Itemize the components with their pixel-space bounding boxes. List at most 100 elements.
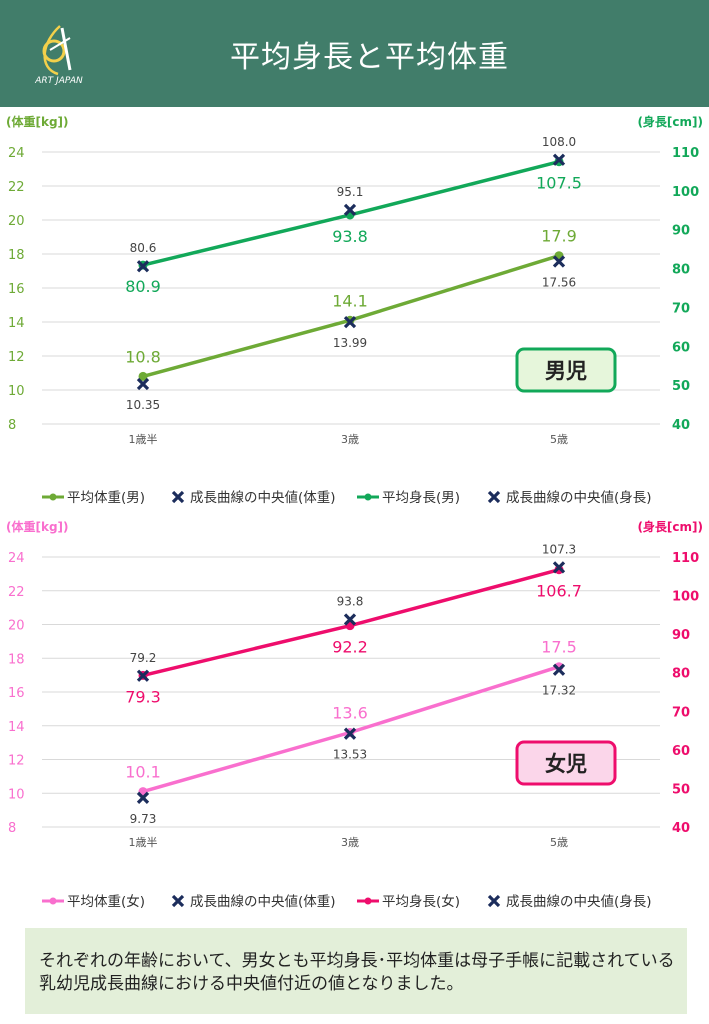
chart-girls: (体重[kg]) (身長[cm]) 8 10 12 14 16 18 20 22 24 40 50 60 7… [6, 519, 703, 910]
y-tick-label-6: 20 [8, 214, 25, 229]
legend-label-3: 成長曲線の中央値(身長) [506, 490, 652, 506]
weight-point-0 [138, 371, 148, 381]
legend-label-3: 成長曲線の中央値(身長) [506, 894, 652, 910]
weight-data-label-0: 10.8 [125, 347, 161, 366]
y2-tick-label-0: 40 [672, 821, 690, 836]
median-height-marker-2 [552, 153, 566, 166]
weight-data-label-1: 14.1 [332, 291, 368, 310]
weight-data-label-0: 10.1 [125, 763, 161, 782]
y2-tick-label-2: 60 [672, 340, 690, 355]
y2-tick-label-5: 90 [672, 224, 690, 239]
weight-data-label-2: 17.9 [541, 227, 577, 246]
median-weight-marker-1 [343, 316, 357, 329]
y2-tick-label-1: 50 [672, 782, 690, 797]
median-weight-label-1: 13.99 [333, 336, 367, 350]
y2-tick-label-6: 100 [672, 185, 699, 200]
median-weight-marker-2 [552, 255, 566, 268]
legend-label-1: 成長曲線の中央値(体重) [190, 894, 336, 910]
height-data-label-1: 93.8 [332, 227, 368, 246]
median-weight-marker-0 [136, 377, 150, 391]
summary-note: それぞれの年齢において、男女とも平均身長･平均体重は母子手帳に記載されている乳幼… [25, 928, 687, 1014]
y-tick-label-1: 10 [8, 384, 25, 399]
y-tick-label-7: 22 [8, 585, 25, 600]
legend-dot-2 [364, 493, 372, 501]
median-height-label-1: 93.8 [337, 594, 364, 608]
y-tick-label-3: 14 [8, 720, 25, 735]
y-tick-label-0: 8 [8, 418, 16, 433]
y2-tick-label-6: 100 [672, 590, 699, 605]
median-weight-label-0: 9.73 [130, 812, 157, 826]
y-tick-label-0: 8 [8, 821, 16, 836]
legend-cross-3 [487, 490, 501, 504]
y2-tick-label-1: 50 [672, 379, 690, 394]
median-height-label-0: 79.2 [130, 651, 157, 665]
y-tick-label-4: 16 [8, 686, 25, 701]
median-weight-label-1: 13.53 [333, 748, 367, 762]
y2-tick-label-4: 80 [672, 667, 690, 682]
y2-tick-label-7: 110 [672, 146, 699, 161]
median-height-marker-1 [343, 613, 357, 626]
legend-label-2: 平均身長(女) [382, 893, 460, 910]
y-tick-label-6: 20 [8, 619, 25, 634]
y-tick-label-8: 24 [8, 146, 25, 161]
left-axis-title: (体重[kg]) [6, 519, 69, 534]
legend-dot-0 [49, 493, 57, 501]
legend-label-1: 成長曲線の中央値(体重) [190, 490, 336, 506]
median-height-label-0: 80.6 [130, 241, 157, 255]
y-tick-label-1: 10 [8, 787, 25, 802]
y2-tick-label-7: 110 [672, 551, 699, 566]
summary-text: それぞれの年齢において、男女とも平均身長･平均体重は母子手帳に記載されている乳幼… [39, 951, 675, 994]
art-japan-logo: ART JAPAN [24, 18, 94, 93]
height-data-label-1: 92.2 [332, 638, 368, 657]
median-height-marker-0 [136, 260, 150, 273]
legend-dot-2 [364, 897, 372, 905]
x-tick-label-1: 3歳 [341, 433, 359, 446]
y-tick-label-3: 14 [8, 316, 25, 331]
legend-label-0: 平均体重(女) [67, 893, 145, 910]
y2-tick-label-0: 40 [672, 418, 690, 433]
gender-badge [515, 740, 617, 786]
chart-boys: (体重[kg]) (身長[cm]) 8 10 12 14 16 18 20 22 24 40 50 60 7… [6, 114, 703, 506]
y2-tick-label-3: 70 [672, 705, 690, 720]
height-data-label-2: 106.7 [536, 582, 582, 601]
x-tick-label-0: 1歳半 [129, 432, 158, 446]
page-title: 平均身長と平均体重 [230, 40, 509, 75]
right-axis-title: (身長[cm]) [637, 114, 703, 129]
legend-label-2: 平均身長(男) [382, 490, 460, 506]
right-axis-title: (身長[cm]) [637, 519, 703, 534]
x-tick-label-2: 5歳 [550, 433, 568, 446]
y-tick-label-5: 18 [8, 248, 25, 263]
header-bar: ART JAPAN 平均身長と平均体重 [0, 0, 709, 107]
median-height-marker-0 [136, 669, 150, 682]
legend-cross-1 [171, 490, 185, 504]
y-tick-label-2: 12 [8, 754, 25, 769]
height-data-label-0: 80.9 [125, 277, 161, 296]
median-weight-label-2: 17.56 [542, 275, 576, 289]
median-height-label-2: 107.3 [542, 542, 576, 556]
y-tick-label-7: 22 [8, 180, 25, 195]
median-weight-marker-2 [552, 663, 566, 676]
legend-cross-3 [487, 894, 501, 908]
median-weight-marker-0 [136, 791, 150, 804]
y2-tick-label-4: 80 [672, 263, 690, 278]
left-axis-title: (体重[kg]) [6, 114, 69, 129]
weight-data-label-2: 17.5 [541, 638, 577, 657]
median-height-marker-1 [343, 203, 357, 217]
gender-badge-label: 男児 [545, 359, 587, 383]
x-tick-label-1: 3歳 [341, 836, 359, 849]
y2-tick-label-5: 90 [672, 628, 690, 643]
logo-text: ART JAPAN [35, 76, 83, 86]
legend-cross-1 [171, 894, 185, 908]
median-weight-label-0: 10.35 [126, 398, 160, 412]
median-height-marker-2 [552, 561, 566, 574]
median-height-label-1: 95.1 [337, 185, 364, 199]
y-tick-label-2: 12 [8, 350, 25, 365]
height-data-label-2: 107.5 [536, 174, 582, 193]
median-weight-label-2: 17.32 [542, 684, 576, 698]
median-height-label-2: 108.0 [542, 135, 576, 149]
median-weight-marker-1 [343, 727, 357, 740]
y2-tick-label-3: 70 [672, 301, 690, 316]
logo-mark-icon [42, 25, 72, 76]
y-tick-label-4: 16 [8, 282, 25, 297]
y-tick-label-8: 24 [8, 551, 25, 566]
